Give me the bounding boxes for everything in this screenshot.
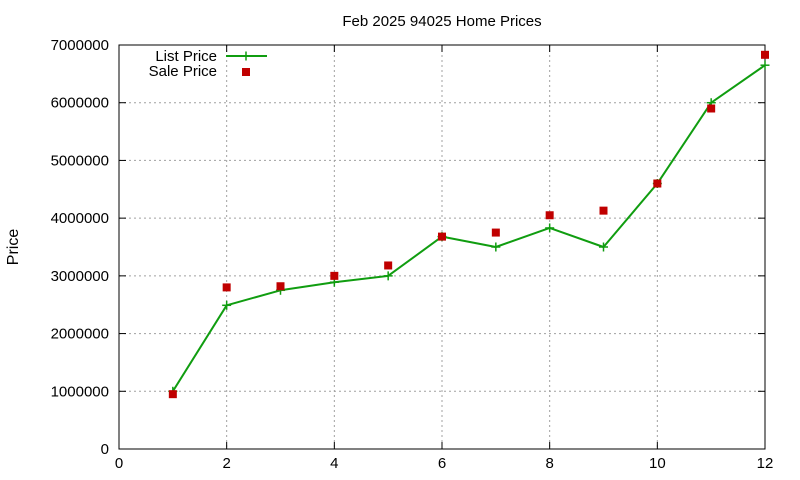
y-tick-label: 7000000 — [51, 37, 109, 54]
legend-label-sale-price: Sale Price — [149, 63, 217, 80]
sale-price-point — [653, 179, 662, 188]
y-tick-label: 6000000 — [51, 95, 109, 112]
x-tick-label: 0 — [115, 455, 123, 472]
list-price-point — [491, 242, 501, 252]
x-tick-label: 2 — [222, 455, 230, 472]
y-tick-label: 1000000 — [51, 383, 109, 400]
series — [168, 50, 770, 399]
y-tick-label: 0 — [101, 441, 109, 458]
y-tick-label: 3000000 — [51, 268, 109, 285]
sale-price-point — [545, 211, 554, 220]
x-tick-label: 8 — [545, 455, 553, 472]
axis-ticks: 0 2 4 6 8 10 12 0 1000000 2000000 3000000 4000000 50… — [51, 37, 774, 472]
sale-price-point — [491, 228, 500, 237]
x-tick-label: 6 — [438, 455, 446, 472]
sale-price-point — [384, 261, 393, 270]
x-tick-label: 4 — [330, 455, 338, 472]
legend-key-sale-price-marker — [242, 68, 250, 76]
list-price-line — [171, 64, 766, 392]
x-tick-label: 10 — [649, 455, 666, 472]
legend-label-list-price: List Price — [155, 48, 217, 65]
list-price-point — [222, 300, 232, 310]
sale-price-point — [761, 50, 769, 59]
sale-price-point — [168, 390, 177, 399]
sale-price-point — [707, 104, 716, 113]
y-tick-label: 5000000 — [51, 152, 109, 169]
y-axis-label: Price — [5, 229, 22, 266]
y-tick-label: 2000000 — [51, 326, 109, 343]
sale-price-point — [276, 282, 285, 291]
list-price-point — [383, 271, 393, 281]
list-price-point — [760, 60, 770, 70]
sale-price-point — [599, 206, 608, 215]
x-tick-label: 12 — [757, 455, 774, 472]
sale-price-point — [330, 271, 339, 280]
y-tick-label: 4000000 — [51, 210, 109, 227]
list-price-point — [545, 223, 555, 233]
sale-price-point — [438, 232, 446, 241]
series-1 — [168, 50, 769, 399]
grid — [119, 45, 765, 449]
series-0 — [168, 60, 770, 396]
legend-key-list-price-marker — [241, 51, 251, 61]
list-price-point — [599, 242, 608, 252]
sale-price-point — [222, 283, 231, 292]
chart-title: Feb 2025 94025 Home Prices — [342, 13, 541, 30]
legend: List Price Sale Price — [149, 48, 267, 80]
